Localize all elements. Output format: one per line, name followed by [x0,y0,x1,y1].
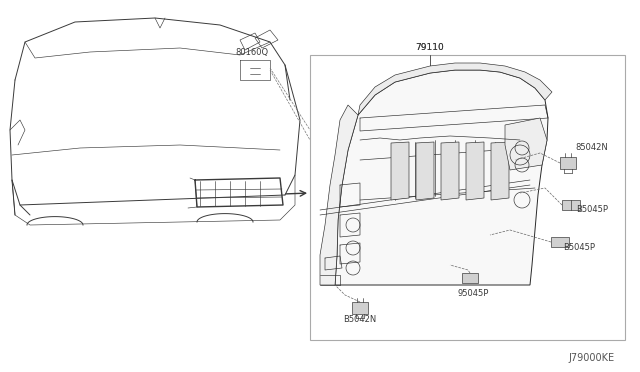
Polygon shape [416,142,434,200]
Text: B5042N: B5042N [343,315,376,324]
Bar [310,55,625,340]
Polygon shape [551,237,569,247]
Polygon shape [560,157,576,169]
Polygon shape [335,70,548,285]
Text: 85042N: 85042N [575,144,608,153]
Polygon shape [505,118,547,170]
Polygon shape [391,142,409,200]
Polygon shape [358,63,552,115]
Polygon shape [466,142,484,200]
Text: 79110: 79110 [415,42,444,51]
Text: B5045P: B5045P [576,205,608,215]
Polygon shape [491,142,509,200]
Polygon shape [562,200,580,210]
Text: 95045P: 95045P [458,289,490,298]
Text: J79000KE: J79000KE [568,353,614,363]
Polygon shape [441,142,459,200]
Text: 80160Q: 80160Q [235,48,268,58]
Polygon shape [352,302,368,314]
Text: 79110: 79110 [415,42,444,51]
Polygon shape [320,105,358,285]
Text: B5045P: B5045P [563,243,595,251]
Polygon shape [462,273,478,283]
